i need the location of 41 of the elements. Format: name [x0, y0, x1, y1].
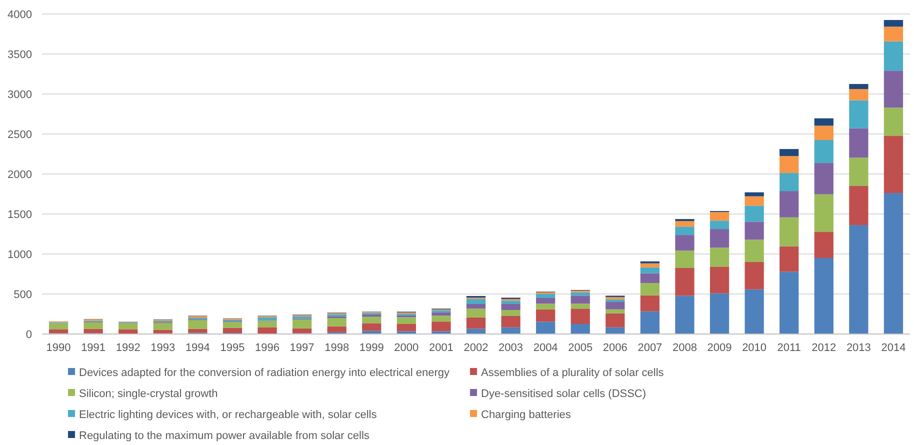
x-tick-label: 2010 — [742, 342, 767, 354]
x-tick-label: 1995 — [220, 342, 245, 354]
x-tick-label: 1997 — [290, 342, 314, 354]
x-tick-label: 1996 — [255, 342, 280, 354]
legend-label: Assemblies of a plurality of solar cells — [481, 366, 664, 379]
legend-label: Devices adapted for the conversion of radiation energy into electrical energy — [79, 366, 450, 379]
y-tick-label: 2500 — [8, 128, 32, 141]
x-tick-label: 2004 — [533, 342, 558, 354]
y-tick-label: 1500 — [8, 208, 32, 221]
x-tick-label: 2014 — [881, 342, 906, 354]
y-tick-label: 0 — [26, 328, 32, 341]
x-tick-label: 2012 — [812, 342, 836, 354]
x-tick-label: 2011 — [777, 342, 801, 354]
y-tick-label: 500 — [14, 288, 32, 301]
y-tick-label: 4000 — [8, 8, 32, 21]
legend-label: Charging batteries — [481, 408, 572, 421]
x-tick-label: 2008 — [672, 342, 697, 354]
legend-label: Dye-sensitised solar cells (DSSC) — [481, 388, 646, 400]
x-tick-label: 2001 — [428, 342, 454, 354]
x-tick-label: 2002 — [464, 342, 488, 354]
x-tick-label: 2003 — [498, 342, 524, 354]
x-tick-label: 1994 — [185, 342, 210, 354]
legend-label: Regulating to the maximum power available from solar cells — [79, 430, 370, 442]
x-tick-label: 1990 — [46, 342, 71, 354]
x-tick-label: 1991 — [81, 342, 106, 354]
x-tick-label: 2013 — [846, 342, 871, 354]
legend-label: Silicon; single-crystal growth — [79, 388, 218, 400]
x-tick-label: 2007 — [638, 342, 662, 354]
x-tick-label: 2006 — [602, 342, 628, 354]
y-tick-label: 3000 — [8, 88, 32, 101]
x-tick-label: 1992 — [116, 342, 140, 354]
x-tick-label: 2005 — [568, 342, 593, 354]
legend-label: Electric lighting devices with, or rechargeable with, solar cells — [79, 408, 378, 421]
x-tick-label: 2000 — [394, 342, 419, 354]
y-tick-label: 2000 — [8, 168, 32, 181]
y-tick-label: 1000 — [8, 248, 32, 261]
y-tick-label: 3500 — [8, 48, 32, 61]
x-tick-label: 1999 — [359, 342, 384, 354]
x-tick-label: 2009 — [707, 342, 732, 354]
x-tick-label: 1998 — [324, 342, 350, 354]
x-tick-label: 1993 — [150, 342, 176, 354]
